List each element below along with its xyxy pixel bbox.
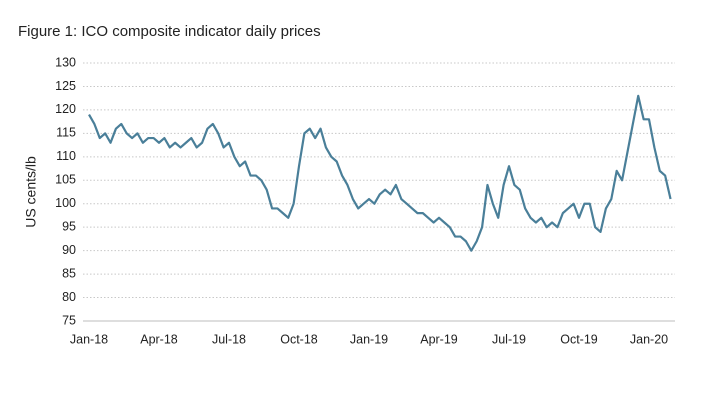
y-tick-label: 105 bbox=[55, 173, 76, 187]
x-tick-label: Apr-19 bbox=[420, 332, 458, 346]
y-tick-label: 130 bbox=[55, 55, 76, 69]
y-tick-label: 80 bbox=[62, 290, 76, 304]
y-tick-label: 100 bbox=[55, 196, 76, 210]
y-tick-label: 125 bbox=[55, 79, 76, 93]
x-tick-label: Oct-19 bbox=[560, 332, 598, 346]
x-tick-label: Jan-19 bbox=[350, 332, 388, 346]
y-tick-label: 115 bbox=[56, 126, 76, 140]
line bbox=[88, 94, 672, 252]
x-tick-label: Jul-18 bbox=[212, 332, 246, 346]
x-tick-label: Jan-20 bbox=[630, 332, 668, 346]
x-tick-label: Jul-19 bbox=[492, 332, 526, 346]
y-tick-label: 120 bbox=[55, 102, 76, 116]
x-tick-label: Oct-18 bbox=[280, 332, 318, 346]
x-tick-label: Jan-18 bbox=[70, 332, 108, 346]
y-tick-label: 110 bbox=[56, 149, 76, 163]
y-axis-label: US cents/lb bbox=[23, 156, 39, 228]
y-tick-label: 95 bbox=[62, 219, 76, 233]
y-tick-label: 75 bbox=[62, 313, 76, 327]
chart-title: Figure 1: ICO composite indicator daily … bbox=[18, 23, 321, 40]
y-tick-label: 90 bbox=[62, 243, 76, 257]
y-tick-label: 85 bbox=[62, 266, 76, 280]
x-tick-label: Apr-18 bbox=[140, 332, 178, 346]
